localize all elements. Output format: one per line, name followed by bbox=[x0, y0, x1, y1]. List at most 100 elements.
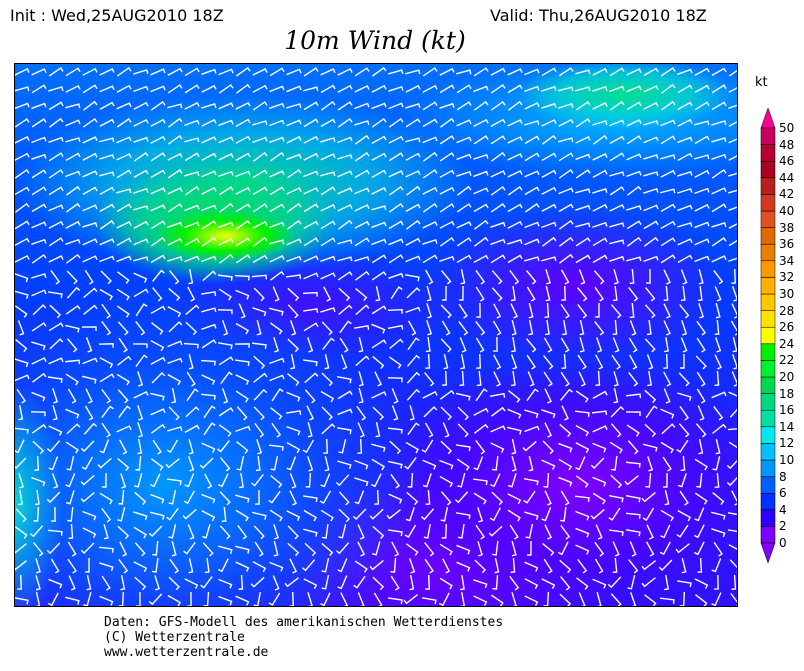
wind-barb bbox=[303, 152, 319, 161]
map-title: 10m Wind (kt) bbox=[284, 26, 466, 55]
wind-barb bbox=[455, 512, 471, 520]
wind-barb bbox=[31, 372, 47, 383]
legend-swatch bbox=[760, 509, 776, 527]
wind-barb bbox=[101, 575, 111, 591]
legend-label: 34 bbox=[779, 253, 795, 268]
wind-barb bbox=[201, 323, 217, 330]
wind-barb bbox=[184, 221, 200, 229]
wind-barb bbox=[422, 254, 438, 264]
wind-barb bbox=[46, 440, 61, 453]
wind-barb bbox=[609, 186, 625, 196]
wind-barb bbox=[473, 254, 489, 263]
wind-barb bbox=[575, 101, 591, 111]
wind-barb bbox=[664, 574, 669, 591]
wind-barb bbox=[303, 322, 319, 332]
wind-barb bbox=[150, 118, 166, 127]
wind-barb bbox=[320, 171, 336, 177]
wind-barb bbox=[677, 101, 693, 111]
wind-barb bbox=[133, 220, 149, 229]
wind-barb bbox=[321, 372, 334, 387]
wind-barb bbox=[217, 309, 233, 315]
legend-label: 14 bbox=[779, 419, 795, 434]
wind-barb bbox=[354, 169, 370, 179]
wind-barb bbox=[677, 136, 693, 144]
wind-barb bbox=[133, 256, 149, 262]
wind-barb bbox=[31, 273, 47, 279]
wind-barb bbox=[507, 239, 523, 245]
wind-barb bbox=[625, 393, 642, 399]
wind-barb bbox=[388, 202, 404, 213]
wind-barb bbox=[168, 576, 180, 591]
color-legend bbox=[760, 108, 776, 563]
wind-barb bbox=[595, 370, 601, 386]
wind-barb bbox=[219, 491, 231, 506]
wind-barb bbox=[269, 239, 285, 245]
wind-barb bbox=[304, 542, 317, 557]
wind-barb bbox=[694, 135, 710, 145]
wind-barb bbox=[273, 337, 279, 353]
wind-barb bbox=[218, 578, 233, 589]
wind-barb bbox=[544, 524, 553, 540]
wind-barb bbox=[510, 354, 518, 370]
wind-barb bbox=[168, 490, 177, 505]
wind-barb bbox=[83, 287, 98, 299]
wind-barb bbox=[406, 491, 419, 506]
wind-barb bbox=[286, 255, 302, 263]
wind-barb bbox=[150, 187, 166, 195]
wind-barb bbox=[355, 355, 370, 367]
wind-barb bbox=[116, 373, 130, 386]
wind-barb bbox=[625, 512, 641, 519]
wind-barb bbox=[542, 543, 555, 556]
wind-barb bbox=[184, 473, 195, 488]
wind-barb bbox=[440, 406, 452, 421]
wind-barb bbox=[116, 102, 132, 110]
wind-barb bbox=[541, 186, 557, 195]
wind-barb bbox=[99, 186, 115, 196]
wind-barb bbox=[217, 342, 233, 350]
wind-barb bbox=[268, 490, 281, 504]
wind-barb bbox=[222, 320, 229, 336]
wind-barb bbox=[152, 439, 162, 455]
wind-barb bbox=[391, 541, 400, 557]
wind-barb bbox=[273, 524, 279, 540]
wind-barb bbox=[119, 541, 128, 557]
wind-barb bbox=[68, 523, 74, 539]
wind-barb bbox=[594, 558, 604, 574]
wind-barb bbox=[66, 456, 75, 471]
wind-barb bbox=[661, 423, 676, 435]
wind-barb bbox=[629, 541, 637, 557]
wind-barb bbox=[528, 320, 534, 336]
legend-label: 18 bbox=[779, 386, 795, 401]
wind-barb bbox=[577, 354, 587, 370]
wind-barb bbox=[596, 592, 602, 606]
wind-barb bbox=[286, 153, 302, 161]
wind-barb bbox=[148, 593, 163, 606]
wind-barb bbox=[575, 153, 591, 161]
wind-barb bbox=[354, 256, 370, 262]
wind-barb bbox=[372, 355, 385, 370]
wind-barb bbox=[320, 186, 336, 196]
wind-barb bbox=[374, 489, 380, 505]
wind-barb bbox=[184, 152, 200, 162]
wind-barb bbox=[663, 320, 671, 336]
wind-barb bbox=[269, 509, 283, 522]
wind-barb bbox=[101, 320, 112, 336]
wind-barb bbox=[150, 473, 161, 488]
wind-barb bbox=[626, 101, 642, 111]
legend-swatch bbox=[760, 210, 776, 228]
wind-barb bbox=[338, 219, 353, 230]
wind-barb bbox=[201, 307, 217, 313]
wind-barb bbox=[17, 320, 25, 336]
wind-barb bbox=[357, 422, 365, 438]
wind-barb bbox=[103, 524, 109, 540]
wind-barb bbox=[713, 270, 724, 285]
wind-barb bbox=[558, 187, 574, 195]
wind-barb bbox=[579, 337, 585, 353]
wind-barb bbox=[250, 576, 265, 588]
wind-barb bbox=[286, 441, 301, 454]
wind-barb bbox=[592, 221, 608, 228]
wind-barb bbox=[235, 66, 251, 77]
wind-barb bbox=[575, 86, 591, 92]
wind-barb bbox=[201, 493, 216, 504]
wind-barb bbox=[221, 506, 227, 523]
